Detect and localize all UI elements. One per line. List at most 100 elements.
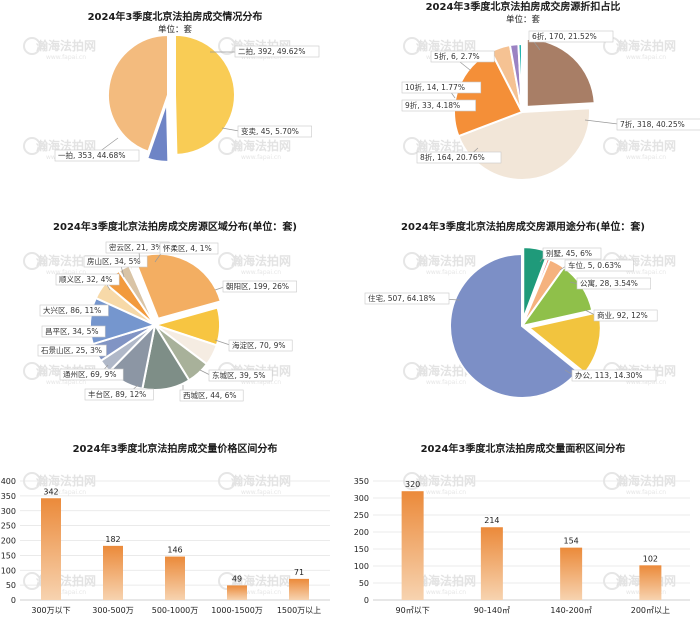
watermark-url: www.fapai.cn (46, 54, 86, 61)
watermark-text: 瀚海法拍网 (416, 253, 476, 268)
watermark-text: 瀚海法拍网 (36, 138, 96, 153)
pie-label-公寓: 公寓, 28, 3.54% (580, 278, 638, 288)
pie-label-10折: 10折, 14, 1.77% (405, 82, 465, 92)
pie-label-石景山区: 石景山区, 25, 3% (41, 345, 102, 355)
y-tick-label: 0 (11, 596, 16, 605)
bar-1000-1500万 (227, 585, 247, 600)
pie-label-box (39, 304, 109, 317)
pie-label-变卖: 变卖, 45, 5.70% (241, 126, 299, 136)
chart-title: 2024年3季度北京法拍房成交房源用途分布(单位：套) (401, 220, 645, 233)
watermark-url: www.fapai.cn (241, 269, 281, 276)
pie-label-东城区: 东城区, 39, 5% (212, 370, 265, 380)
leader-line (564, 369, 574, 376)
pie-label-box (593, 309, 658, 322)
pie-label-车位: 车位, 5, 0.63% (568, 260, 621, 270)
pie-label-6折: 6折, 170, 21.52% (532, 31, 597, 41)
watermark-text: 瀚海法拍网 (231, 473, 291, 488)
pie-label-顺义区: 顺义区, 32, 4% (59, 275, 112, 284)
watermark-url: www.fapai.cn (626, 54, 666, 61)
pie-label-box (208, 369, 273, 382)
pie-label-box (84, 388, 154, 401)
bar-140-200㎡ (560, 547, 583, 600)
pie-label-box (37, 344, 107, 357)
pie-label-box (564, 259, 634, 272)
pie-slice-住宅 (449, 252, 580, 399)
x-tick-label: 300-500万 (92, 606, 133, 615)
pie-label-住宅: 住宅, 507, 64.18% (368, 293, 435, 303)
watermark-url: www.fapai.cn (46, 489, 86, 496)
pie-label-box (616, 118, 700, 131)
pie-label-昌平区: 昌平区, 34, 5% (45, 327, 98, 336)
leader-line (459, 61, 471, 71)
watermark-url: www.fapai.cn (426, 589, 466, 596)
pie-label-朝阳区: 朝阳区, 199, 26% (226, 282, 289, 291)
leader-line (138, 251, 141, 264)
x-tick-label: 90-140㎡ (474, 606, 510, 615)
pie-label-box (234, 45, 320, 58)
bar-value-label: 49 (232, 574, 242, 583)
bar-500-1000万 (165, 556, 185, 600)
watermark-url: www.fapai.cn (241, 589, 281, 596)
pie-label-box (542, 247, 602, 260)
pie-label-西城区: 西城区, 44, 6% (183, 391, 236, 400)
pie-label-box (179, 389, 244, 402)
pie-label-box (83, 255, 148, 268)
chart-title: 2024年3季度北京法拍房成交量价格区间分布 (73, 442, 278, 455)
watermark-text: 瀚海法拍网 (231, 253, 291, 268)
watermark-url: www.fapai.cn (46, 379, 86, 386)
y-tick-label: 150 (1, 551, 16, 560)
watermark-url: www.fapai.cn (241, 54, 281, 61)
y-tick-label: 100 (354, 562, 369, 571)
watermark-url: www.fapai.cn (46, 589, 86, 596)
pie-label-box (430, 50, 495, 63)
watermark-text: 瀚海法拍网 (416, 473, 476, 488)
bar-chart-2: 2024年3季度北京法拍房成交量面积区间分布 0 50 100 150 200 250 300… (354, 442, 690, 615)
x-tick-label: 1000-1500万 (211, 606, 263, 615)
pie-label-box (571, 369, 657, 382)
watermark-url: www.fapai.cn (46, 269, 86, 276)
pie-slice-朝阳区 (132, 252, 222, 320)
pie-label-房山区: 房山区, 34, 5% (87, 256, 140, 266)
pie-slice-一拍 (107, 33, 169, 153)
pie-label-别墅: 别墅, 45, 6% (546, 248, 592, 258)
pie-label-7折: 7折, 318, 40.25% (620, 119, 685, 129)
y-tick-label: 0 (364, 596, 369, 605)
y-tick-label: 350 (1, 492, 16, 501)
y-tick-label: 50 (359, 579, 369, 588)
leader-line (569, 281, 579, 285)
leader-line (214, 286, 225, 291)
pie-label-box (41, 325, 106, 338)
watermark-text: 瀚海法拍网 (36, 253, 96, 268)
watermark-text: 瀚海法拍网 (231, 573, 291, 588)
watermark-url: www.fapai.cn (626, 489, 666, 496)
y-tick-label: 300 (354, 494, 369, 503)
watermark-url: www.fapai.cn (241, 154, 281, 161)
watermark-url: www.fapai.cn (241, 489, 281, 496)
pie-chart-3: 2024年3季度北京法拍房成交房源区域分布(单位：套) 朝阳区, 199, 26%… (37, 220, 297, 402)
bar-90-140㎡ (480, 527, 503, 600)
y-tick-label: 100 (1, 566, 16, 575)
watermark-text: 瀚海法拍网 (36, 38, 96, 53)
pie-label-box (528, 30, 614, 43)
watermark-text: 瀚海法拍网 (416, 363, 476, 378)
pie-label-9折: 9折, 33, 4.18% (405, 100, 460, 110)
pie-label-box (59, 368, 124, 381)
watermark-text: 瀚海法拍网 (616, 473, 676, 488)
chart-unit: 单位：套 (158, 24, 193, 35)
bar-value-label: 182 (105, 535, 120, 544)
chart-title: 2024年3季度北京法拍房成交情况分布 (88, 10, 263, 23)
pie-label-box (401, 81, 482, 94)
pie-label-怀柔区: 怀柔区, 4, 1% (163, 243, 212, 253)
y-tick-label: 400 (1, 477, 16, 486)
x-tick-label: 1500万以上 (277, 606, 321, 615)
